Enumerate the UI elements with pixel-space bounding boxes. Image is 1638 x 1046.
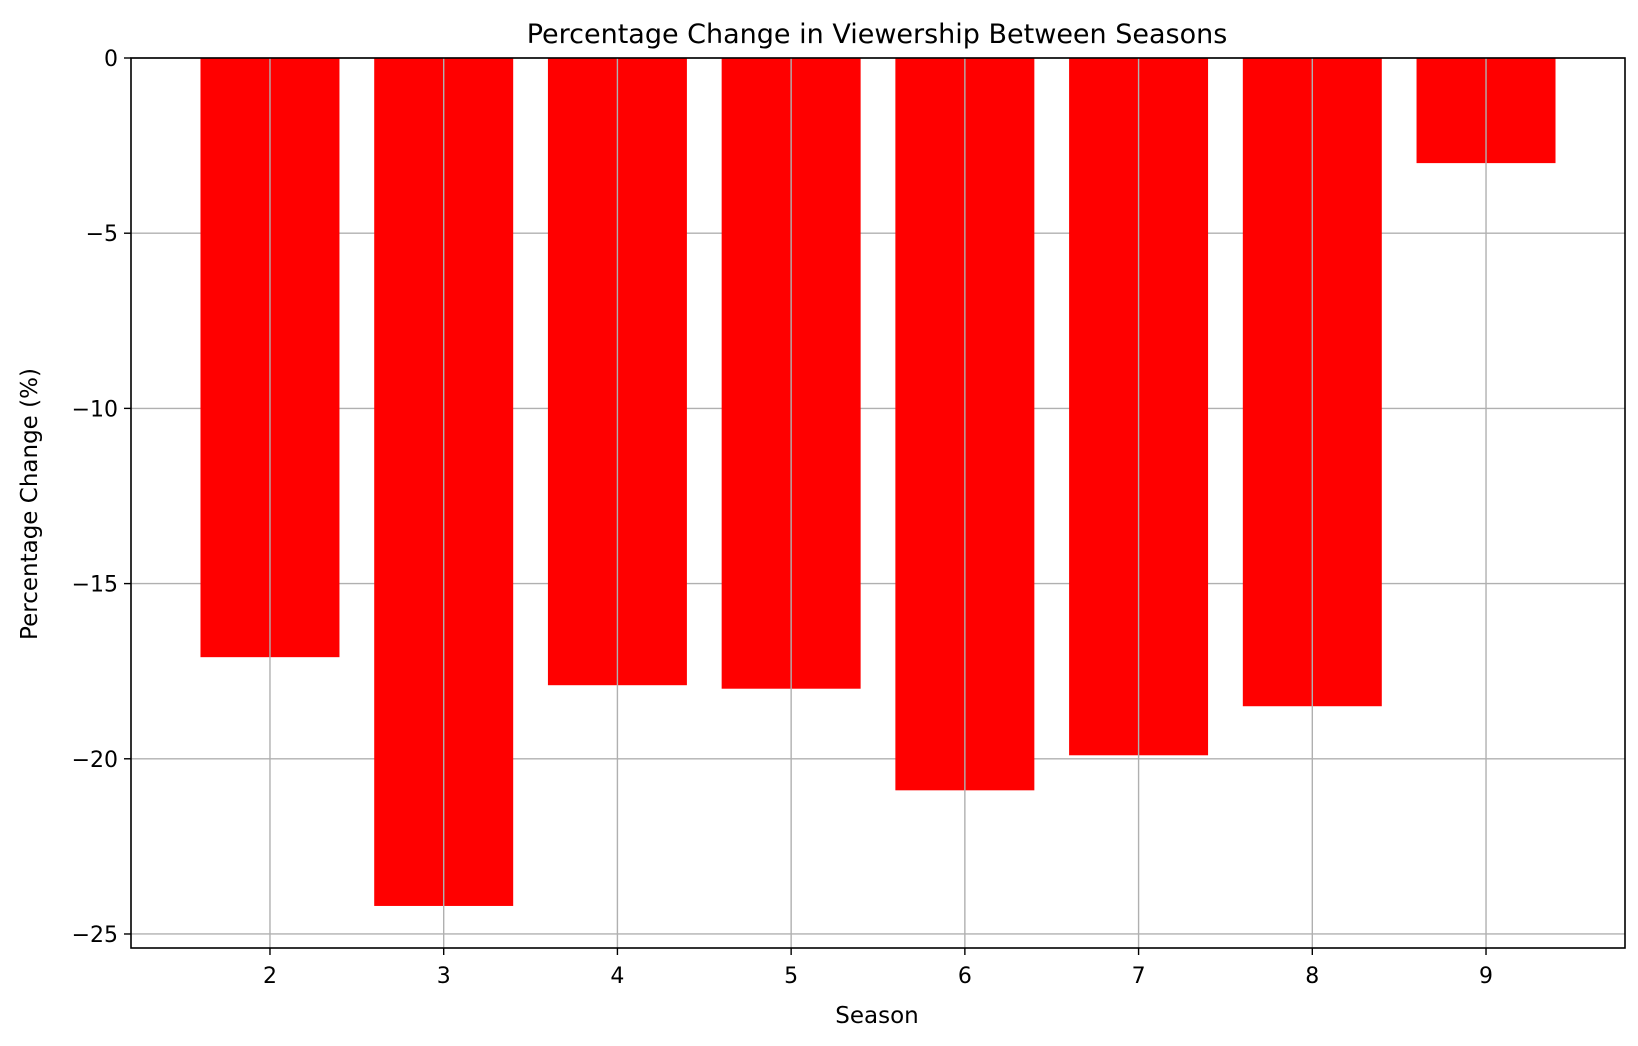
y-tick-label: 0 bbox=[104, 47, 118, 72]
x-grid-layer bbox=[269, 58, 1487, 948]
x-tick-label: 3 bbox=[437, 964, 451, 989]
x-axis-label: Season bbox=[835, 1003, 918, 1029]
x-tick-label: 7 bbox=[1132, 964, 1146, 989]
y-tick-label: −25 bbox=[72, 923, 118, 948]
x-tick-label: 6 bbox=[958, 964, 972, 989]
x-tick-label: 5 bbox=[784, 964, 798, 989]
y-tick-label: −20 bbox=[72, 748, 118, 773]
y-tick-label: −15 bbox=[72, 573, 118, 598]
y-tick-label: −10 bbox=[72, 397, 118, 422]
x-tick-label: 8 bbox=[1305, 964, 1319, 989]
x-tick-label: 4 bbox=[610, 964, 624, 989]
plot-area: 0 −5 −10 −15 −20 −25 2 3 4 5 6 7 8 9 bbox=[72, 47, 1626, 989]
plot-frame bbox=[130, 57, 1626, 949]
x-tick-label: 2 bbox=[263, 964, 277, 989]
y-axis-label: Percentage Change (%) bbox=[17, 368, 43, 640]
chart-title: Percentage Change in Viewership Between … bbox=[527, 19, 1228, 50]
ticks-layer: 0 −5 −10 −15 −20 −25 2 3 4 5 6 7 8 9 bbox=[72, 47, 1493, 989]
y-tick-label: −5 bbox=[86, 222, 118, 247]
x-tick-label: 9 bbox=[1479, 964, 1493, 989]
